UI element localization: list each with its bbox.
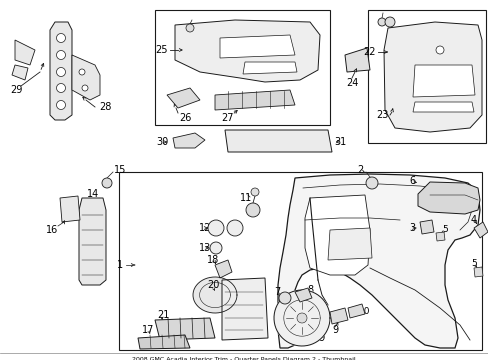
Polygon shape [473,267,482,277]
Circle shape [79,69,85,75]
Polygon shape [60,196,80,222]
Text: 25: 25 [156,45,168,55]
Polygon shape [193,277,237,313]
Circle shape [185,24,194,32]
Polygon shape [273,290,329,346]
Polygon shape [138,335,190,349]
Polygon shape [327,228,371,260]
Polygon shape [305,195,369,275]
Polygon shape [435,232,444,241]
Polygon shape [79,198,106,285]
Text: 12: 12 [199,223,211,233]
Circle shape [377,18,385,26]
Text: 27: 27 [221,113,234,123]
Text: 11: 11 [240,193,252,203]
Polygon shape [167,88,200,108]
Text: 2: 2 [356,165,363,175]
Text: 10: 10 [359,307,370,316]
Text: 21: 21 [157,310,169,320]
Bar [119,172,481,350]
Text: 2008 GMC Acadia Interior Trim - Quarter Panels Diagram 2 - Thumbnail: 2008 GMC Acadia Interior Trim - Quarter … [132,357,355,360]
Text: 6: 6 [408,176,414,186]
Polygon shape [50,22,72,120]
Circle shape [102,178,112,188]
Text: 9: 9 [331,325,337,335]
Text: 4: 4 [470,215,476,225]
Polygon shape [243,62,296,74]
Polygon shape [329,308,347,324]
Text: 26: 26 [179,113,191,123]
Polygon shape [155,318,215,340]
Text: 18: 18 [206,255,219,265]
Text: 22: 22 [363,47,375,57]
Bar [367,10,485,143]
Polygon shape [72,55,100,100]
Text: 16: 16 [46,225,58,235]
Circle shape [245,203,260,217]
Polygon shape [383,22,481,132]
Circle shape [57,68,65,77]
Polygon shape [419,220,433,234]
Polygon shape [412,65,474,97]
Polygon shape [12,65,28,80]
Polygon shape [222,278,267,340]
Polygon shape [224,130,331,152]
Text: 19: 19 [313,333,325,343]
Circle shape [250,188,259,196]
Circle shape [296,313,306,323]
Text: 31: 31 [333,137,346,147]
Polygon shape [175,20,319,82]
Circle shape [57,84,65,93]
Text: 17: 17 [142,325,154,335]
Polygon shape [417,182,479,214]
Text: 13: 13 [199,243,211,253]
Circle shape [384,17,394,27]
Circle shape [82,85,88,91]
Circle shape [57,100,65,109]
Bar [155,10,329,125]
Circle shape [279,292,290,304]
Text: 29: 29 [10,85,22,95]
Text: 1: 1 [117,260,123,270]
Text: 7: 7 [273,287,280,297]
Polygon shape [278,174,479,348]
Circle shape [365,177,377,189]
Polygon shape [220,35,294,58]
Polygon shape [173,133,204,148]
Text: 5: 5 [441,225,447,234]
Text: 5: 5 [470,258,476,267]
Polygon shape [215,90,294,110]
Polygon shape [473,222,487,238]
Polygon shape [345,48,369,72]
Circle shape [207,220,224,236]
Polygon shape [347,304,364,318]
Circle shape [209,242,222,254]
Text: 23: 23 [375,110,387,120]
Circle shape [226,220,243,236]
Polygon shape [294,288,311,302]
Text: 15: 15 [114,165,126,175]
Text: 20: 20 [206,280,219,290]
Text: 8: 8 [306,285,312,295]
Polygon shape [15,40,35,65]
Text: 24: 24 [345,78,357,88]
Circle shape [57,33,65,42]
Polygon shape [412,102,473,112]
Text: 30: 30 [156,137,168,147]
Text: 3: 3 [408,223,414,233]
Text: 14: 14 [87,189,99,199]
Text: 28: 28 [99,102,111,112]
Circle shape [435,46,443,54]
Circle shape [57,50,65,59]
Polygon shape [215,260,231,278]
